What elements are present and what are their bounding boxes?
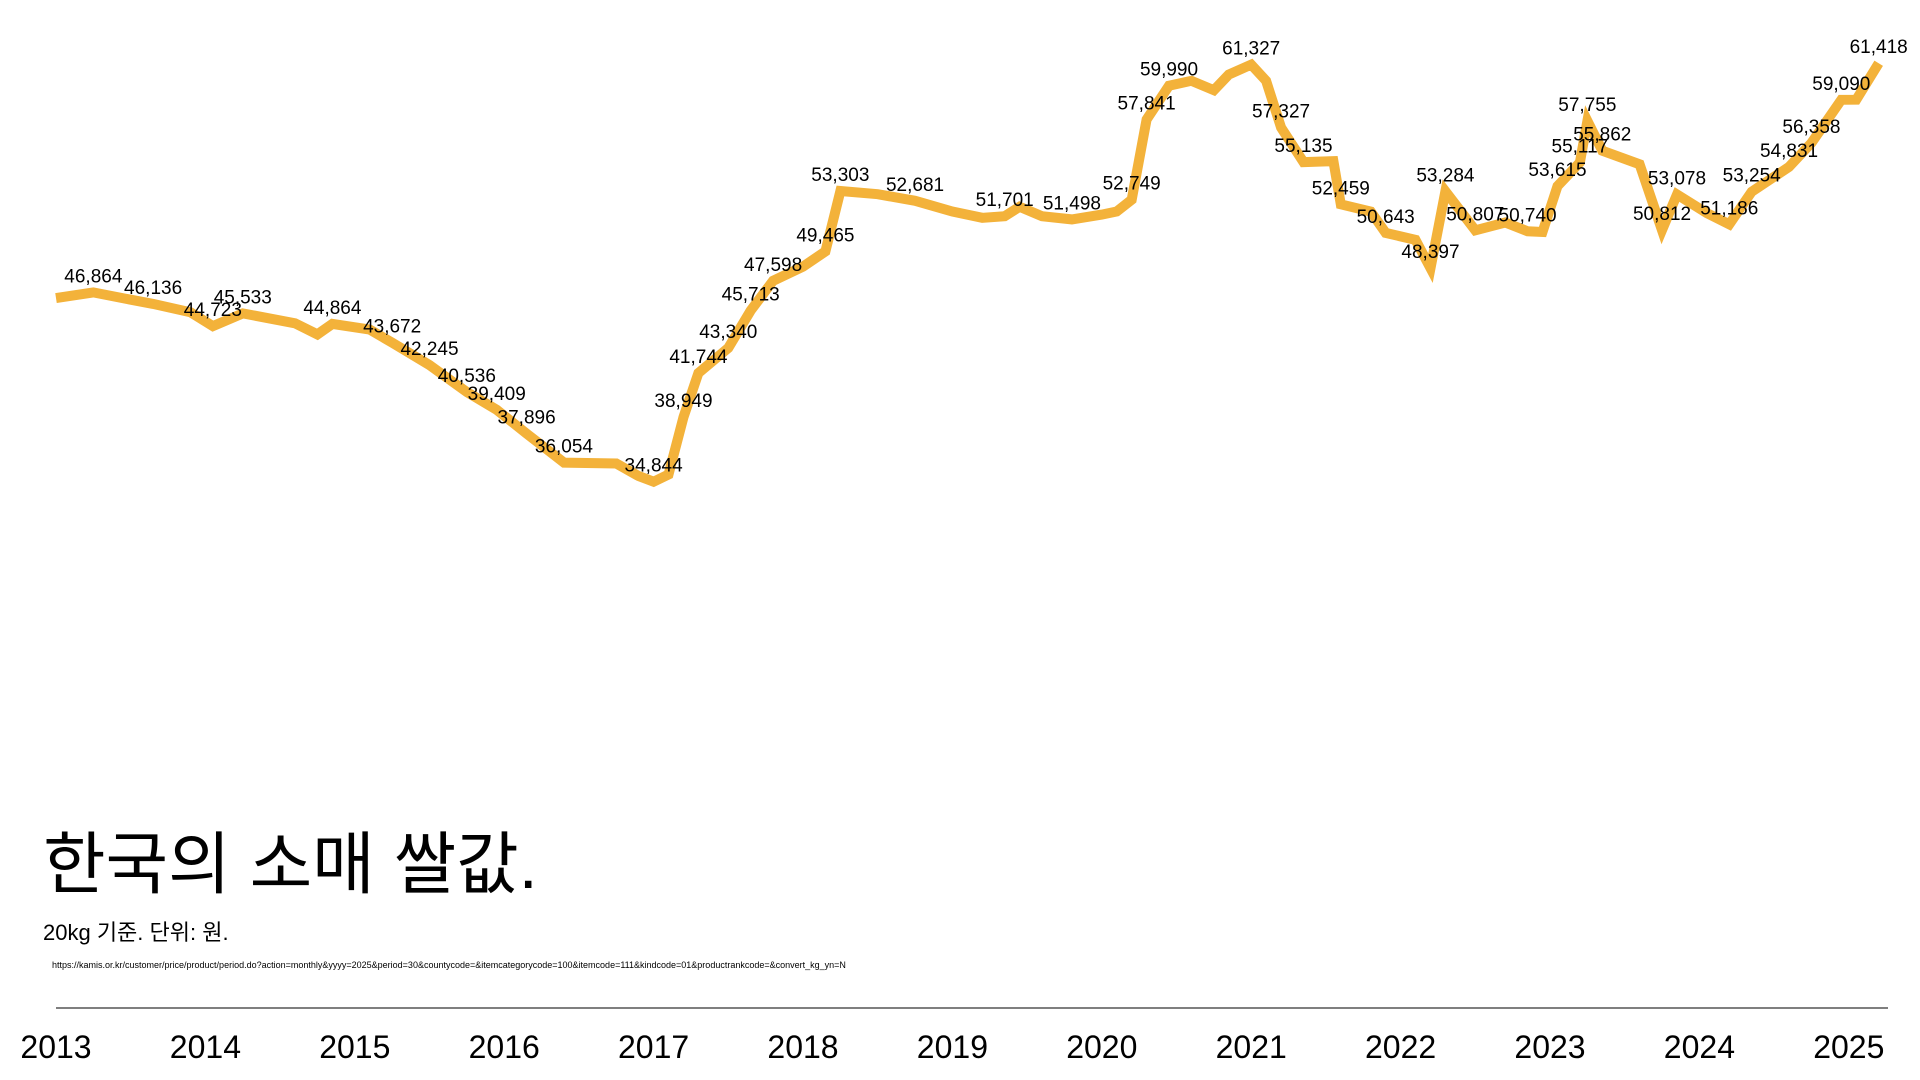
value-label: 43,340 xyxy=(699,322,757,343)
value-label: 55,135 xyxy=(1274,136,1332,157)
value-label: 57,327 xyxy=(1252,102,1310,123)
value-label: 57,755 xyxy=(1558,95,1616,116)
value-label: 44,864 xyxy=(303,298,362,319)
value-label: 43,672 xyxy=(363,317,421,338)
value-label: 53,615 xyxy=(1528,160,1586,181)
value-label: 55,117 xyxy=(1552,136,1609,157)
value-label: 51,186 xyxy=(1700,198,1758,219)
value-label: 42,245 xyxy=(400,339,458,360)
value-label: 53,078 xyxy=(1648,169,1706,190)
x-tick-label: 2022 xyxy=(1365,1029,1436,1065)
x-tick-label: 2015 xyxy=(319,1029,390,1065)
value-label: 52,459 xyxy=(1312,178,1370,199)
value-label: 53,284 xyxy=(1416,165,1475,186)
x-tick-label: 2025 xyxy=(1813,1029,1884,1065)
x-tick-label: 2020 xyxy=(1066,1029,1137,1065)
value-label: 46,136 xyxy=(124,278,182,299)
value-label: 50,643 xyxy=(1357,207,1415,228)
value-label: 61,327 xyxy=(1222,39,1280,60)
x-tick-label: 2016 xyxy=(469,1029,540,1065)
value-label: 37,896 xyxy=(498,408,556,429)
value-label: 46,864 xyxy=(64,266,123,287)
value-label: 53,254 xyxy=(1723,166,1782,187)
x-tick-label: 2024 xyxy=(1664,1029,1735,1065)
value-label: 48,397 xyxy=(1401,242,1459,263)
value-label: 49,465 xyxy=(796,225,854,246)
value-label: 53,303 xyxy=(811,165,869,186)
x-tick-label: 2013 xyxy=(20,1029,91,1065)
value-label: 56,358 xyxy=(1782,117,1840,138)
value-label: 34,844 xyxy=(625,456,684,477)
value-label: 45,713 xyxy=(722,285,780,306)
chart-title: 한국의 소매 쌀값. xyxy=(43,827,538,903)
value-label: 50,807 xyxy=(1446,204,1504,225)
value-label: 39,409 xyxy=(468,384,526,405)
chart-subtitle: 20kg 기준. 단위: 원. xyxy=(43,920,229,945)
value-label: 59,090 xyxy=(1812,74,1870,95)
value-label: 47,598 xyxy=(744,255,802,276)
value-label: 40,536 xyxy=(438,366,496,387)
value-label: 50,740 xyxy=(1499,205,1557,226)
value-label: 54,831 xyxy=(1760,141,1818,162)
value-label: 38,949 xyxy=(654,391,712,412)
value-label: 36,054 xyxy=(535,437,594,458)
value-label: 51,701 xyxy=(976,190,1034,211)
value-label: 44,723 xyxy=(184,300,242,321)
price-line xyxy=(55,58,1883,488)
value-label: 52,681 xyxy=(886,175,944,196)
x-tick-label: 2019 xyxy=(917,1029,988,1065)
value-label: 51,498 xyxy=(1043,193,1101,214)
value-label: 52,749 xyxy=(1103,174,1161,195)
x-tick-label: 2018 xyxy=(767,1029,838,1065)
value-label: 57,841 xyxy=(1118,94,1176,115)
x-tick-label: 2017 xyxy=(618,1029,689,1065)
source: https://kamis.or.kr/customer/price/produ… xyxy=(52,960,846,970)
x-tick-label: 2023 xyxy=(1514,1029,1585,1065)
x-tick-label: 2021 xyxy=(1216,1029,1287,1065)
value-label: 50,812 xyxy=(1633,204,1691,225)
value-label: 61,418 xyxy=(1850,37,1908,58)
value-label: 55,862 xyxy=(1573,125,1631,146)
value-label: 41,744 xyxy=(669,347,728,368)
x-tick-label: 2014 xyxy=(170,1029,241,1065)
value-label: 59,990 xyxy=(1140,60,1198,81)
value-label: 45,533 xyxy=(214,287,272,308)
